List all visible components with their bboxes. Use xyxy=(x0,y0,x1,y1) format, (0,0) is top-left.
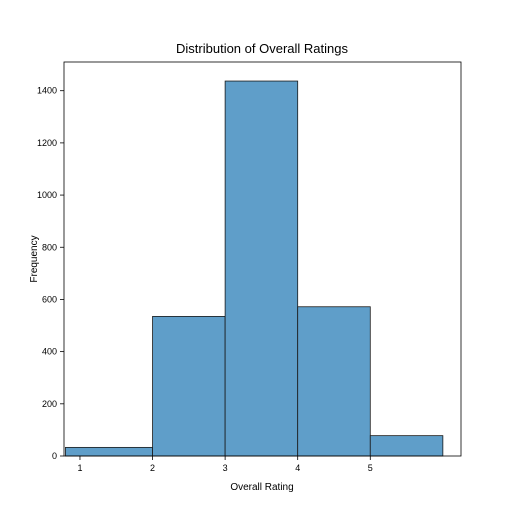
x-axis-label: Overall Rating xyxy=(230,482,293,493)
y-tick-label: 600 xyxy=(42,294,57,304)
histogram-bar-5 xyxy=(369,435,444,457)
y-tick-label: 1400 xyxy=(37,86,57,96)
y-axis-label: Frequency xyxy=(29,235,40,282)
bars-group xyxy=(65,80,444,457)
y-axis-ticks: 0 200 400 600 800 1000 1200 1400 xyxy=(37,86,64,461)
y-tick-label: 1200 xyxy=(37,138,57,148)
x-axis-ticks: 1 2 3 4 5 xyxy=(77,456,373,473)
x-tick-label: 1 xyxy=(77,463,82,473)
x-tick-label: 2 xyxy=(150,463,155,473)
y-tick-label: 200 xyxy=(42,399,57,409)
y-tick-label: 1000 xyxy=(37,190,57,200)
x-tick-label: 5 xyxy=(368,463,373,473)
y-tick-label: 400 xyxy=(42,347,57,357)
y-tick-label: 0 xyxy=(52,451,57,461)
y-tick-label: 800 xyxy=(42,242,57,252)
chart-title: Distribution of Overall Ratings xyxy=(176,41,348,56)
histogram-bar-4 xyxy=(297,306,371,457)
x-tick-label: 4 xyxy=(295,463,300,473)
histogram-bar-2 xyxy=(152,316,226,457)
histogram-bar-1 xyxy=(65,446,153,457)
x-tick-label: 3 xyxy=(223,463,228,473)
histogram-bar-3 xyxy=(224,80,299,457)
plot-frame xyxy=(63,61,462,457)
